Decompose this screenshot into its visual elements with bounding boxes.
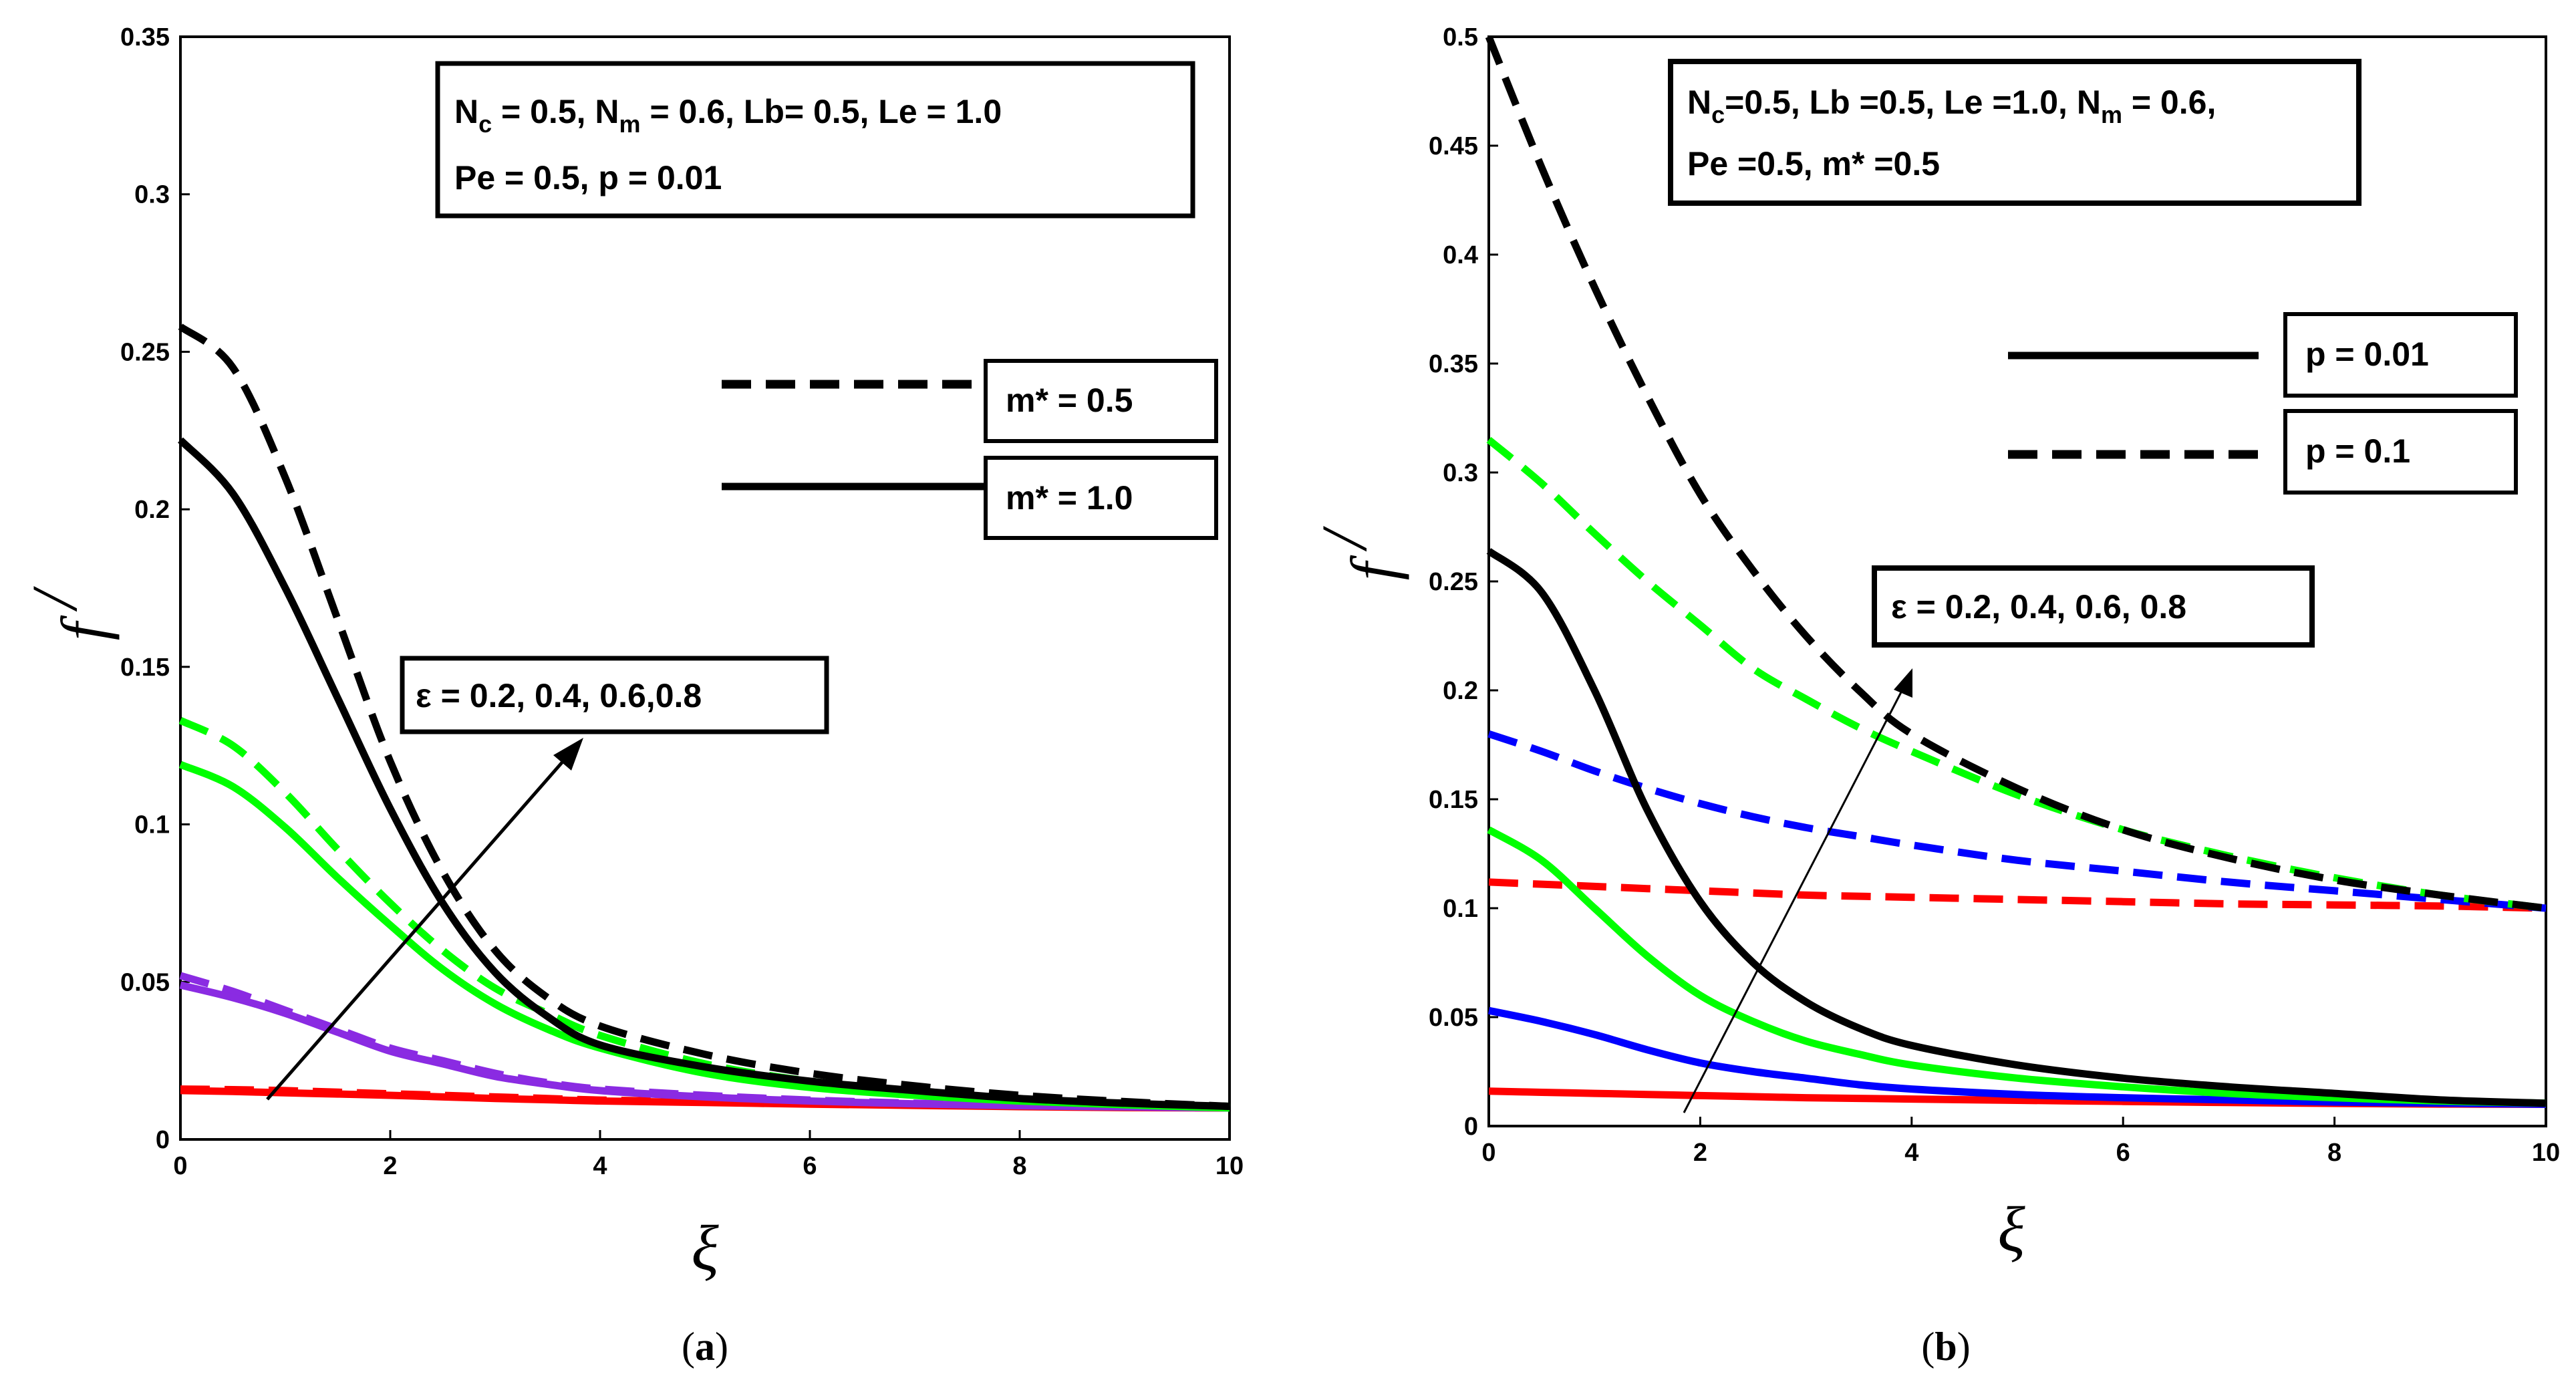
ytick-label-a-2: 0.1 xyxy=(134,811,170,839)
series-b-5 xyxy=(1486,436,2547,912)
panel-b: 0 2 4 6 8 10 0 0.05 0.1 0.15 0.2 0.25 0.3 0.35 0.4 0.45… xyxy=(1308,23,2560,1369)
ytick-label-b-8: 0.4 xyxy=(1443,241,1478,269)
epsilon-label-a: ε = 0.2, 0.4, 0.6,0.8 xyxy=(416,677,702,714)
param-box-a: Nc = 0.5, Nm = 0.6, Lb= 0.5, Le = 1.0 Pe… xyxy=(435,61,1195,219)
series-b-7 xyxy=(1485,35,2547,912)
series-b-3 xyxy=(1487,730,2547,912)
svg-text:/: / xyxy=(1308,526,1380,552)
epsilon-arrow-b xyxy=(1683,688,1904,1113)
svg-text:f: f xyxy=(1338,555,1409,580)
ytick-label-b-4: 0.2 xyxy=(1443,677,1478,705)
ytick-label-b-1: 0.05 xyxy=(1429,1004,1478,1032)
ytick-label-a-3: 0.15 xyxy=(120,654,170,682)
series-b-4 xyxy=(1487,826,2547,1107)
xtick-label-b-3: 6 xyxy=(2116,1139,2130,1167)
xtick-label-a-1: 2 xyxy=(383,1152,397,1180)
legend-b-label-1: p = 0.1 xyxy=(2305,432,2410,470)
caption-b: (b) xyxy=(1921,1325,1970,1369)
ytick-label-b-3: 0.15 xyxy=(1429,786,1478,814)
ylabel-a: f / xyxy=(19,586,120,640)
legend-a-label-1: m* = 1.0 xyxy=(1006,479,1133,517)
ytick-label-a-6: 0.3 xyxy=(134,181,170,209)
xtick-label-b-2: 4 xyxy=(1904,1139,1918,1167)
ticks-b: 0 2 4 6 8 10 0 0.05 0.1 0.15 0.2 0.25 0.3 0.35 0.4 0.45… xyxy=(1429,23,2560,1167)
xtick-label-a-3: 6 xyxy=(803,1152,817,1180)
xtick-label-a-0: 0 xyxy=(173,1152,187,1180)
series-a-7 xyxy=(178,437,1230,1110)
xlabel-a: ξ xyxy=(691,1212,719,1284)
param-line2-a: Pe = 0.5, p = 0.01 xyxy=(454,159,722,196)
panel-a: 0 2 4 6 8 10 0 0.05 0.1 0.15 0.2 0.25 0.3 0.35 Nc = 0… xyxy=(19,23,1244,1369)
caption-a: (a) xyxy=(682,1325,728,1369)
curves-b xyxy=(1485,35,2547,1108)
param-line1-b: Nc=0.5, Lb =0.5, Le =1.0, Nm = 0.6, xyxy=(1687,84,2216,128)
ytick-label-a-4: 0.2 xyxy=(134,496,170,524)
ytick-label-b-0: 0 xyxy=(1464,1113,1478,1141)
ytick-label-b-2: 0.1 xyxy=(1443,895,1478,923)
xtick-label-b-0: 0 xyxy=(1481,1139,1495,1167)
ytick-label-a-7: 0.35 xyxy=(120,23,170,51)
ytick-label-a-1: 0.05 xyxy=(120,968,170,996)
xtick-label-a-2: 4 xyxy=(593,1152,607,1180)
epsilon-annotation-a: ε = 0.2, 0.4, 0.6,0.8 xyxy=(266,656,829,1101)
ytick-label-b-7: 0.35 xyxy=(1429,350,1478,378)
xtick-label-b-5: 10 xyxy=(2532,1139,2560,1167)
ticks-a: 0 2 4 6 8 10 0 0.05 0.1 0.15 0.2 0.25 0.3 0.35 xyxy=(120,23,1244,1180)
arrow-head-b xyxy=(1894,668,1912,698)
legend-b: p = 0.01 p = 0.1 xyxy=(2008,312,2518,495)
legend-b-label-0: p = 0.01 xyxy=(2305,335,2429,373)
epsilon-arrow-a xyxy=(266,750,573,1101)
legend-a-label-0: m* = 0.5 xyxy=(1006,382,1133,419)
param-box-b: Nc=0.5, Lb =0.5, Le =1.0, Nm = 0.6, Pe =… xyxy=(1668,59,2362,206)
legend-a: m* = 0.5 m* = 1.0 xyxy=(722,359,1218,540)
arrow-head-a xyxy=(553,738,583,771)
xtick-label-b-1: 2 xyxy=(1693,1139,1707,1167)
ytick-label-b-10: 0.5 xyxy=(1443,23,1478,51)
curves-a xyxy=(178,323,1230,1112)
xtick-label-a-5: 10 xyxy=(1215,1152,1244,1180)
ylabel-b: f / xyxy=(1308,526,1409,580)
series-b-1 xyxy=(1488,878,2547,912)
param-line2-b: Pe =0.5, m* =0.5 xyxy=(1687,145,1940,182)
xlabel-b: ξ xyxy=(1997,1194,2025,1265)
xtick-label-b-4: 8 xyxy=(2327,1139,2341,1167)
epsilon-label-b: ε = 0.2, 0.4, 0.6, 0.8 xyxy=(1891,588,2186,626)
series-a-6 xyxy=(178,323,1230,1110)
xtick-label-a-4: 8 xyxy=(1012,1152,1026,1180)
ytick-label-a-0: 0 xyxy=(156,1126,170,1154)
epsilon-annotation-b: ε = 0.2, 0.4, 0.6, 0.8 xyxy=(1683,565,2315,1113)
series-b-2 xyxy=(1487,1006,2547,1108)
svg-text:/: / xyxy=(19,586,90,612)
series-b-6 xyxy=(1486,547,2547,1107)
param-line1-a: Nc = 0.5, Nm = 0.6, Lb= 0.5, Le = 1.0 xyxy=(454,93,1002,138)
ytick-label-b-6: 0.3 xyxy=(1443,459,1478,487)
series-a-3 xyxy=(179,981,1230,1112)
svg-text:f: f xyxy=(48,615,120,640)
ytick-label-b-5: 0.25 xyxy=(1429,568,1478,596)
ytick-label-b-9: 0.45 xyxy=(1429,132,1478,160)
plot-frame-a xyxy=(179,35,1231,1141)
ytick-label-a-5: 0.25 xyxy=(120,338,170,366)
